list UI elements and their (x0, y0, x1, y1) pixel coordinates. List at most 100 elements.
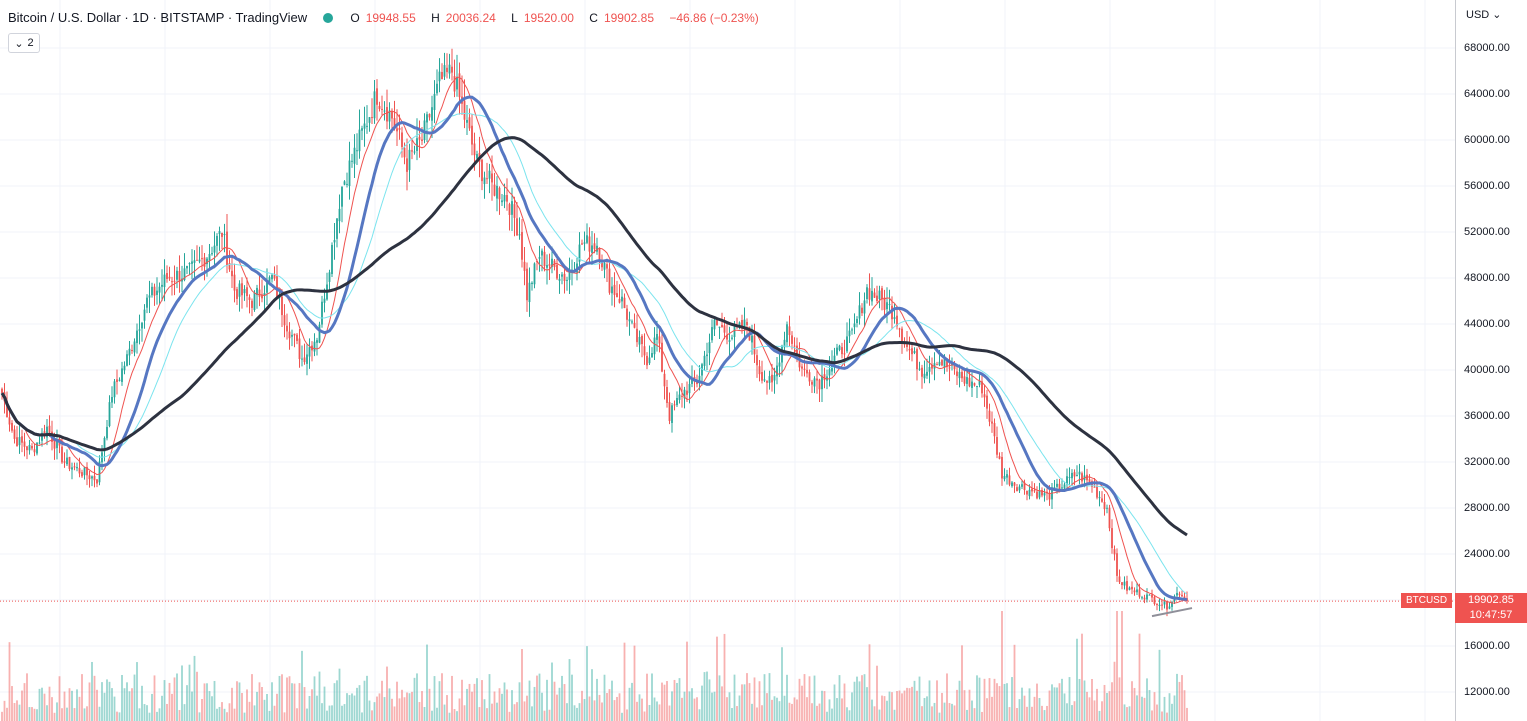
volume-bar (416, 673, 418, 721)
candle-body (473, 143, 476, 156)
volume-bar (83, 708, 86, 721)
candle-body (321, 301, 323, 325)
candle-body (803, 368, 806, 370)
candle-body (451, 66, 453, 73)
candle-body (828, 369, 831, 376)
volume-bar (531, 706, 533, 721)
candle-body (291, 334, 293, 337)
candle-body (1066, 476, 1068, 485)
volume-bar (181, 665, 183, 721)
candle-body (996, 437, 998, 455)
candle-body (88, 475, 91, 480)
market-status-icon[interactable] (322, 13, 333, 23)
volume-bar (681, 697, 683, 721)
candle-body (406, 158, 408, 172)
candle-body (261, 294, 263, 299)
volume-bar (388, 688, 391, 721)
candle-body (1096, 485, 1098, 498)
volume-bar (948, 703, 951, 721)
price-tick-label: 24000.00 (1464, 548, 1510, 560)
chart-pane[interactable]: Bitcoin / U.S. Dollar · 1D · BITSTAMP · … (0, 0, 1455, 721)
volume-bar (271, 682, 273, 721)
volume-bar (323, 686, 326, 721)
volume-bar (476, 678, 478, 721)
volume-bar (963, 690, 966, 721)
candle-body (871, 290, 873, 302)
indicators-toggle-button[interactable]: ⌄ 2 (8, 33, 40, 53)
volume-bar (558, 687, 561, 721)
candle-body (726, 334, 728, 340)
volume-bar (971, 700, 973, 721)
candle-body (881, 288, 883, 300)
currency-selector[interactable]: USD ⌄ (1466, 9, 1502, 21)
volume-bar (551, 662, 553, 721)
candle-body (523, 261, 526, 271)
volume-bar (1041, 705, 1043, 721)
volume-bar (281, 674, 283, 721)
volume-bar (496, 702, 498, 721)
candle-body (208, 254, 211, 261)
volume-bar (196, 671, 198, 721)
candle-body (1133, 590, 1136, 593)
candle-body (431, 107, 433, 121)
volume-bar (1086, 691, 1088, 721)
candle-body (13, 429, 16, 439)
candle-body (758, 366, 761, 375)
candle-body (506, 195, 508, 202)
candle-body (668, 402, 671, 421)
candle-body (681, 395, 683, 397)
candle-body (631, 321, 633, 323)
volume-bar (676, 682, 678, 721)
volume-bar (356, 687, 358, 721)
symbol-title[interactable]: Bitcoin / U.S. Dollar · 1D · BITSTAMP · … (8, 10, 308, 25)
candle-body (6, 400, 8, 418)
candle-body (1076, 474, 1078, 476)
volume-bar (923, 697, 926, 721)
volume-bar (333, 683, 336, 721)
volume-bar (1063, 693, 1066, 721)
volume-bar (898, 690, 901, 721)
price-tick-label: 44000.00 (1464, 318, 1510, 330)
candle-body (438, 71, 441, 82)
candle-body (1041, 490, 1043, 496)
candle-body (1126, 581, 1128, 591)
candle-body (841, 347, 843, 355)
volume-bar (1056, 687, 1058, 721)
candle-body (151, 286, 153, 296)
candle-body (308, 347, 311, 357)
candle-body (558, 278, 561, 281)
candle-body (636, 328, 638, 343)
volume-bar (861, 675, 863, 721)
candle-body (728, 340, 731, 342)
candle-body (61, 446, 63, 463)
candle-body (978, 380, 981, 385)
volume-bar (1016, 708, 1018, 721)
volume-bar (616, 696, 618, 721)
candle-body (418, 136, 421, 140)
volume-bar (133, 674, 136, 721)
volume-bar (276, 693, 278, 721)
candle-body (421, 139, 423, 142)
candle-body (21, 436, 23, 443)
volume-bar (1091, 679, 1093, 721)
volume-bar (581, 690, 583, 721)
volume-bar (908, 688, 911, 721)
volume-bar (93, 675, 96, 721)
volume-bar (366, 675, 368, 721)
candle-body (458, 73, 461, 98)
volume-bar (961, 645, 963, 721)
volume-bar (1023, 695, 1026, 721)
candle-body (496, 185, 498, 199)
volume-bar (791, 703, 793, 721)
volume-bar (188, 664, 191, 721)
indicator-count: 2 (27, 37, 34, 49)
volume-bar (443, 704, 446, 721)
volume-bar (538, 673, 541, 721)
candle-body (366, 125, 368, 127)
volume-bar (936, 680, 938, 721)
price-chart[interactable] (0, 0, 1455, 721)
candle-body (843, 353, 846, 355)
volume-bar (61, 708, 63, 721)
volume-bar (631, 682, 633, 721)
volume-bar (96, 689, 98, 721)
